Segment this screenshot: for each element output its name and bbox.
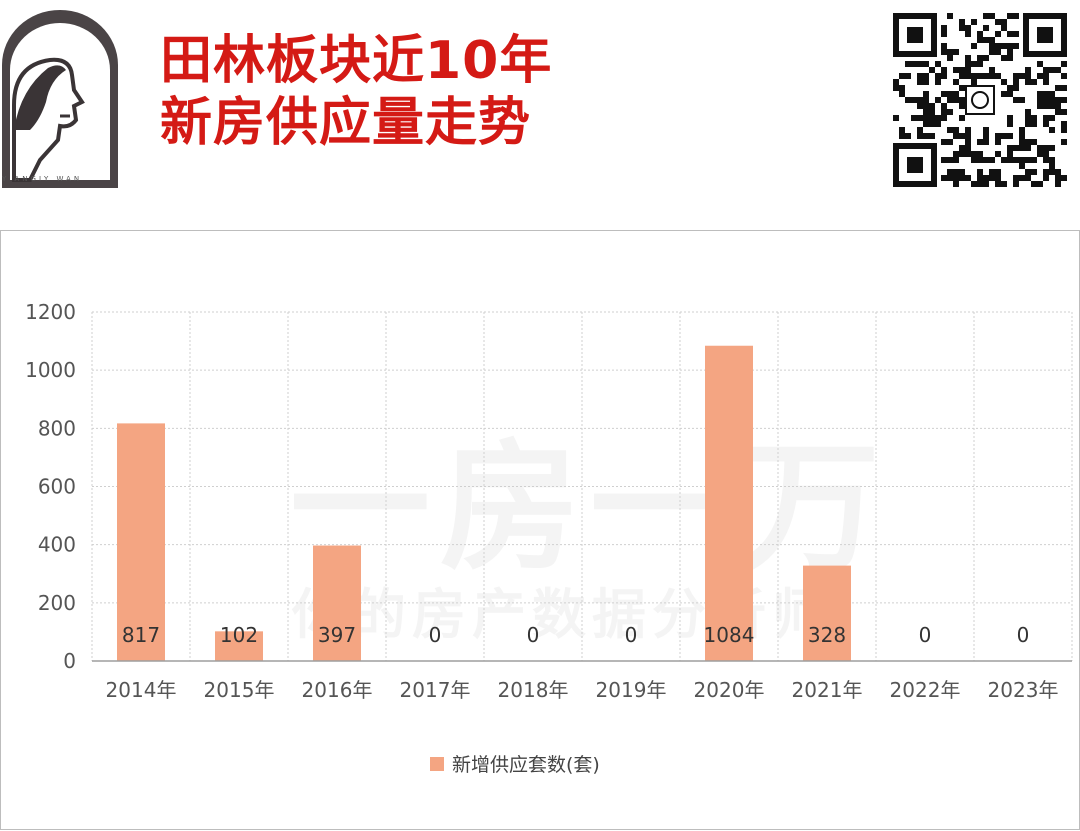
bar: [313, 545, 361, 661]
x-tick-label: 2023年: [988, 678, 1059, 702]
x-tick-label: 2018年: [498, 678, 569, 702]
y-tick-label: 1200: [25, 300, 76, 324]
bar: [705, 345, 753, 661]
x-tick-label: 2016年: [302, 678, 373, 702]
title-line-2: 新房供应量走势: [160, 93, 532, 153]
page-title: 田林板块近10年 新房供应量走势: [160, 30, 552, 154]
chart-frame: [0, 230, 1080, 830]
data-label: 328: [808, 623, 846, 647]
watermark-large: 一房一万: [290, 395, 890, 597]
bar: [117, 423, 165, 661]
data-label: 1084: [704, 623, 755, 647]
x-tick-label: 2020年: [694, 678, 765, 702]
data-label: 397: [318, 623, 356, 647]
data-label: 0: [527, 623, 540, 647]
y-tick-label: 200: [38, 591, 76, 615]
x-tick-label: 2021年: [792, 678, 863, 702]
y-tick-label: 800: [38, 416, 76, 440]
legend: 新增供应套数(套): [430, 750, 600, 777]
logo-caption: Y ANGIY WAN: [2, 175, 83, 183]
x-tick-label: 2022年: [890, 678, 961, 702]
bar: [803, 565, 851, 661]
y-tick-label: 400: [38, 533, 76, 557]
qr-code-icon: [892, 12, 1068, 188]
legend-swatch: [430, 756, 444, 771]
y-tick-label: 1000: [25, 358, 76, 382]
data-label: 102: [220, 623, 258, 647]
x-tick-label: 2019年: [596, 678, 667, 702]
y-tick-label: 0: [63, 649, 76, 673]
bar: [215, 631, 263, 661]
legend-label: 新增供应套数(套): [452, 754, 600, 776]
logo-icon: [2, 10, 118, 188]
title-line-1: 田林板块近10年: [160, 31, 553, 91]
data-label: 0: [1017, 623, 1030, 647]
x-tick-label: 2017年: [400, 678, 471, 702]
y-tick-label: 600: [38, 475, 76, 499]
x-tick-label: 2014年: [106, 678, 177, 702]
data-label: 0: [625, 623, 638, 647]
header: Y ANGIY WAN 田林板块近10年 新房供应量走势: [0, 0, 1080, 200]
data-label: 817: [122, 623, 160, 647]
data-label: 0: [919, 623, 932, 647]
data-label: 0: [429, 623, 442, 647]
x-tick-label: 2015年: [204, 678, 275, 702]
